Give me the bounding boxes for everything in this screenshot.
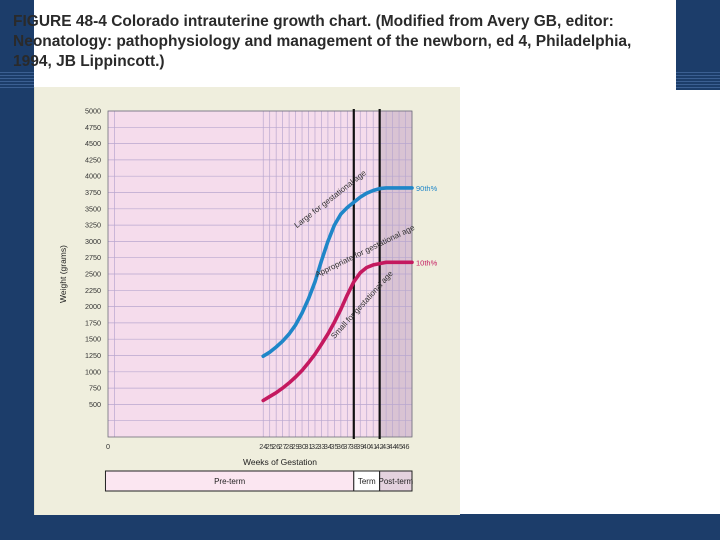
x-tick-label: 31 bbox=[305, 442, 313, 451]
series-line-0 bbox=[261, 186, 414, 359]
period-postterm bbox=[379, 470, 413, 492]
y-tick-label: 1250 bbox=[85, 351, 101, 360]
x-tick-label: 0 bbox=[106, 442, 110, 451]
x-tick-label: 43 bbox=[382, 442, 390, 451]
x-tick-label: 40 bbox=[363, 442, 371, 451]
growth-chart: 500 750 1000 1250 1500 1750 2000 2250 2500 2750 30… bbox=[58, 107, 438, 492]
x-tick-label: 41 bbox=[369, 442, 377, 451]
y-tick-label: 3500 bbox=[85, 204, 101, 213]
x-tick-label: 24 bbox=[259, 442, 267, 451]
period-label: Pre-term bbox=[214, 477, 245, 486]
y-tick-label: 2000 bbox=[85, 302, 101, 311]
figure-caption: FIGURE 48-4 Colorado intrauterine growth… bbox=[13, 13, 632, 70]
x-tick-label: 28 bbox=[285, 442, 293, 451]
x-tick-label: 27 bbox=[279, 442, 287, 451]
y-tick-label: 3250 bbox=[85, 221, 101, 230]
x-tick-label: 35 bbox=[330, 442, 338, 451]
x-tick-label: 36 bbox=[337, 442, 345, 451]
x-axis-label: Weeks of Gestation bbox=[243, 457, 317, 467]
y-tick-label: 2500 bbox=[85, 270, 101, 279]
y-tick-label: 4500 bbox=[85, 139, 101, 148]
x-tick-label: 26 bbox=[272, 442, 280, 451]
y-tick-label: 4000 bbox=[85, 172, 101, 181]
y-tick-label: 5000 bbox=[85, 107, 101, 116]
right-band-stripes bbox=[676, 70, 720, 90]
x-tick-label: 32 bbox=[311, 442, 319, 451]
y-tick-label: 500 bbox=[89, 400, 101, 409]
y-tick-label: 2750 bbox=[85, 253, 101, 262]
x-tick-label: 42 bbox=[376, 442, 384, 451]
left-band-stripes bbox=[0, 70, 34, 90]
series-label: 90th% bbox=[416, 184, 438, 193]
y-tick-label: 1000 bbox=[85, 367, 101, 376]
series-line-1 bbox=[261, 260, 414, 403]
plot-frame bbox=[107, 110, 413, 438]
y-tick-label: 3750 bbox=[85, 188, 101, 197]
period-label: Post-term bbox=[378, 477, 413, 486]
x-tick-label: 37 bbox=[343, 442, 351, 451]
x-tick-label: 45 bbox=[395, 442, 403, 451]
x-tick-label: 34 bbox=[324, 442, 332, 451]
y-tick-label: 4250 bbox=[85, 155, 101, 164]
series-label: 10th% bbox=[416, 258, 438, 267]
x-tick-label: 44 bbox=[389, 442, 397, 451]
period-label: Term bbox=[358, 477, 376, 486]
x-tick-label: 29 bbox=[292, 442, 300, 451]
x-tick-label: 39 bbox=[356, 442, 364, 451]
x-tick-label: 30 bbox=[298, 442, 306, 451]
left-decorative-band bbox=[0, 0, 34, 540]
x-tick-label: 25 bbox=[266, 442, 274, 451]
y-tick-label: 4750 bbox=[85, 123, 101, 132]
x-tick-label: 33 bbox=[317, 442, 325, 451]
bottom-decorative-band bbox=[0, 514, 720, 540]
y-axis-label: Weight (grams) bbox=[58, 245, 68, 303]
y-tick-label: 750 bbox=[89, 384, 101, 393]
x-tick-label: 38 bbox=[350, 442, 358, 451]
y-tick-label: 1750 bbox=[85, 318, 101, 327]
y-tick-label: 2250 bbox=[85, 286, 101, 295]
x-tick-label: 46 bbox=[402, 442, 410, 451]
y-tick-label: 1500 bbox=[85, 335, 101, 344]
y-tick-label: 3000 bbox=[85, 237, 101, 246]
